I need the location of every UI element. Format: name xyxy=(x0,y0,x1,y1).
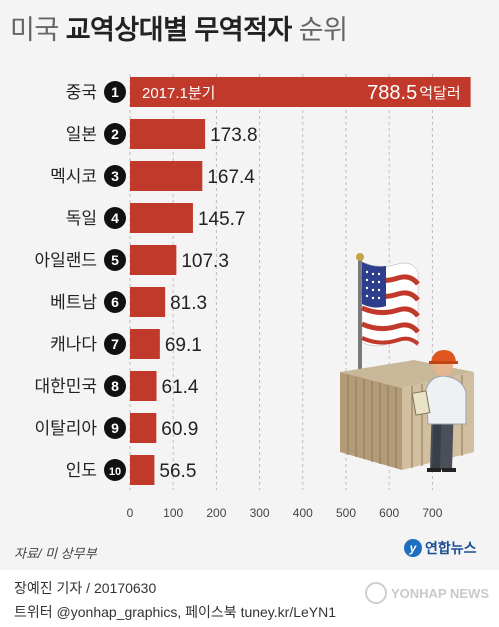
x-tick-label: 600 xyxy=(379,506,399,520)
bar xyxy=(130,119,206,149)
title-part-2: 교역상대별 무역적자 xyxy=(65,15,293,45)
bar xyxy=(130,161,203,191)
yonhap-watermark: YONHAP NEWS xyxy=(365,582,489,604)
value-label: 60.9 xyxy=(161,419,198,440)
bar xyxy=(130,287,166,317)
bar xyxy=(130,371,157,401)
value-label: 69.1 xyxy=(165,335,202,356)
rank-number: 2 xyxy=(111,126,119,142)
value-label: 167.4 xyxy=(207,167,255,188)
category-label: 인도 xyxy=(66,461,97,480)
bar xyxy=(130,245,177,275)
bar xyxy=(130,203,193,233)
rank-badge xyxy=(104,165,126,187)
credits-footer: 장예진 기자 / 20170630 트위터 @yonhap_graphics, … xyxy=(0,570,499,627)
category-label: 아일랜드 xyxy=(34,251,97,270)
category-label: 대한민국 xyxy=(34,377,97,396)
x-axis: 0 100 200 300 400 500 600 700 xyxy=(127,506,443,520)
title-part-1: 미국 xyxy=(10,15,59,45)
title-part-3: 순위 xyxy=(298,15,348,45)
rank-number: 4 xyxy=(111,210,119,226)
category-label: 캐나다 xyxy=(50,335,97,354)
x-tick-label: 0 xyxy=(127,506,134,520)
worker xyxy=(411,350,467,472)
yonhap-logo-mark: y xyxy=(404,539,422,557)
bar xyxy=(130,455,155,485)
rank-number: 5 xyxy=(111,252,119,268)
bar xyxy=(130,77,471,107)
value-label: 788.5 xyxy=(367,82,417,104)
rank-badge xyxy=(104,207,126,229)
category-label: 독일 xyxy=(66,209,97,228)
x-tick-label: 400 xyxy=(293,506,313,520)
rank-badge xyxy=(104,417,126,439)
rank-number: 1 xyxy=(111,84,119,100)
watermark-text: YONHAP NEWS xyxy=(391,585,489,601)
category-label: 일본 xyxy=(66,125,97,144)
category-label: 이탈리아 xyxy=(34,419,97,438)
rank-number: 9 xyxy=(111,420,119,436)
x-tick-label: 200 xyxy=(206,506,226,520)
rank-badge xyxy=(104,459,126,481)
yonhap-logo-text: 연합뉴스 xyxy=(425,540,477,556)
period-label: 2017.1분기 xyxy=(142,85,215,102)
x-tick-label: 700 xyxy=(422,506,442,520)
bar xyxy=(130,329,160,359)
value-label: 81.3 xyxy=(170,293,207,314)
category-label: 중국 xyxy=(66,83,97,102)
rank-number: 8 xyxy=(111,378,119,394)
bar xyxy=(130,413,157,443)
x-tick-label: 300 xyxy=(250,506,270,520)
rank-number: 10 xyxy=(109,466,121,478)
us-flag xyxy=(360,261,420,347)
rank-badge xyxy=(104,249,126,271)
value-label: 145.7 xyxy=(198,209,246,230)
value-label: 107.3 xyxy=(181,251,229,272)
value-label: 173.8 xyxy=(210,125,258,146)
yonhap-logo: y 연합뉴스 xyxy=(404,538,477,558)
value-label: 61.4 xyxy=(162,377,199,398)
rank-number: 6 xyxy=(111,294,119,310)
credit-reporter: 장예진 기자 / 20170630 xyxy=(14,580,157,596)
rank-number: 3 xyxy=(111,168,119,184)
rank-badge xyxy=(104,375,126,397)
source-note: 자료/ 미 상무부 xyxy=(14,546,97,561)
rank-number: 7 xyxy=(111,336,119,352)
value-label: 56.5 xyxy=(159,461,196,482)
x-tick-label: 100 xyxy=(163,506,183,520)
rank-badge xyxy=(104,333,126,355)
chart-title: 미국 교역상대별 무역적자 순위 xyxy=(10,8,348,47)
rank-badge xyxy=(104,291,126,313)
flag-container-worker-illustration xyxy=(340,253,474,472)
category-label: 베트남 xyxy=(50,293,97,312)
x-tick-label: 500 xyxy=(336,506,356,520)
rank-badge xyxy=(104,123,126,145)
rank-badge xyxy=(104,81,126,103)
category-label: 멕시코 xyxy=(50,167,97,186)
unit-label: 억달러 xyxy=(419,85,460,102)
watermark-circle-icon xyxy=(365,582,387,604)
credit-social: 트위터 @yonhap_graphics, 페이스북 tuney.kr/LeYN… xyxy=(14,604,337,620)
